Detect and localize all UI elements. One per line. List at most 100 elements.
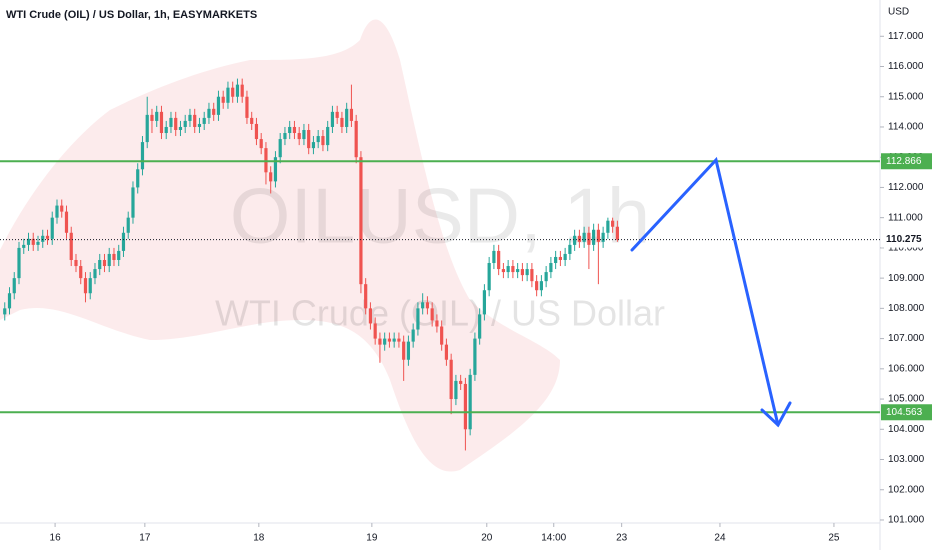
candle-body [207,108,211,118]
candle-body [36,241,40,245]
candle-body [397,338,401,342]
level-label-box [881,153,932,170]
candle-body [145,114,149,143]
candle-body [150,114,154,121]
candle-body [506,266,510,273]
candle-body [17,247,21,279]
candle-body [459,380,463,384]
y-tick-label: 117.000 [888,31,924,42]
candle-body [535,281,539,291]
y-tick-label: 110.000 [888,243,924,254]
level-label: 112.866 [886,156,922,167]
candle-body [155,111,159,121]
candle-body [126,217,130,233]
candle-body [416,308,420,330]
candle-body [79,266,83,279]
x-tick-label: 17 [139,533,151,544]
candle-body [615,226,619,240]
candle-body [392,338,396,342]
candle-body [444,344,449,360]
candle-body [240,84,244,97]
candle-body [468,374,472,430]
candle-body [449,359,453,400]
x-tick-label: 14:00 [541,533,566,544]
candle-body [454,380,458,400]
y-tick-label: 114.000 [888,122,924,133]
candle-body [212,108,216,115]
last-price-box [881,231,932,248]
y-tick-label: 112.000 [888,182,924,193]
candle-body [482,290,487,315]
candle-body [136,169,140,188]
candle-body [231,87,235,97]
candle-body [273,157,278,182]
candle-body [41,235,45,242]
candle-body [178,126,183,130]
candle-body [74,259,78,267]
candle-body [516,269,520,273]
candle-body [539,281,543,291]
candle-body [216,96,221,115]
candle-body [487,263,491,291]
x-tick-label: 20 [481,533,493,544]
candle-body [121,232,126,251]
candle-body [174,117,178,130]
chart-title: WTI Crude (OIL) / US Dollar, 1h, EASYMAR… [6,9,257,21]
candle-body [554,256,558,264]
x-tick-label: 16 [50,533,62,544]
x-tick-label: 23 [616,533,628,544]
candle-body [596,229,600,242]
arrow-head [760,401,792,428]
watermark-name: WTI Crude (OIL) / US Dollar [215,293,665,334]
candle-body [292,126,297,134]
candle-body [326,126,330,146]
y-tick-label: 103.000 [888,454,925,465]
candle-body [501,269,505,273]
candle-body [93,269,97,279]
y-tick-label: 108.000 [888,303,925,314]
candle-body [330,111,335,127]
candle-body [573,235,577,245]
candle-body [117,250,121,260]
candle-body [50,217,54,239]
candle-body [283,133,287,140]
candle-body [373,323,377,339]
watermark-symbol: OILUSD, 1h [230,172,651,260]
candle-body [530,269,534,282]
candle-body [473,338,477,375]
candle-body [183,120,187,127]
candle-body [558,256,562,260]
candle-body [354,120,358,158]
last-price-label: 110.275 [886,234,922,245]
candle-body [478,314,482,339]
candle-body [582,232,586,242]
candle-body [411,329,415,342]
candle-body [549,263,553,273]
candle-body [421,302,425,309]
candle-body [307,129,311,149]
candle-body [316,136,320,143]
candle-body [311,142,316,149]
y-tick-label: 105.000 [888,394,925,405]
candle-body [164,126,168,134]
candle-body [563,253,567,260]
candle-body [45,235,50,239]
candle-body [592,229,596,245]
y-tick-label: 102.000 [888,484,925,495]
candle-body [64,211,69,233]
candle-body [378,338,382,345]
candle-body [335,111,339,118]
candle-body [520,269,524,276]
candle-body [202,117,206,124]
candle-body [492,250,496,264]
candle-body [463,383,468,430]
candle-body [387,338,392,342]
candle-body [364,284,368,309]
y-tick-label: 104.000 [888,424,925,435]
candle-body [226,87,230,103]
candle-body [102,259,107,267]
candle-body [88,278,92,294]
candle-body [577,235,581,242]
candle-body [83,278,88,294]
y-tick-label: 107.000 [888,333,925,344]
